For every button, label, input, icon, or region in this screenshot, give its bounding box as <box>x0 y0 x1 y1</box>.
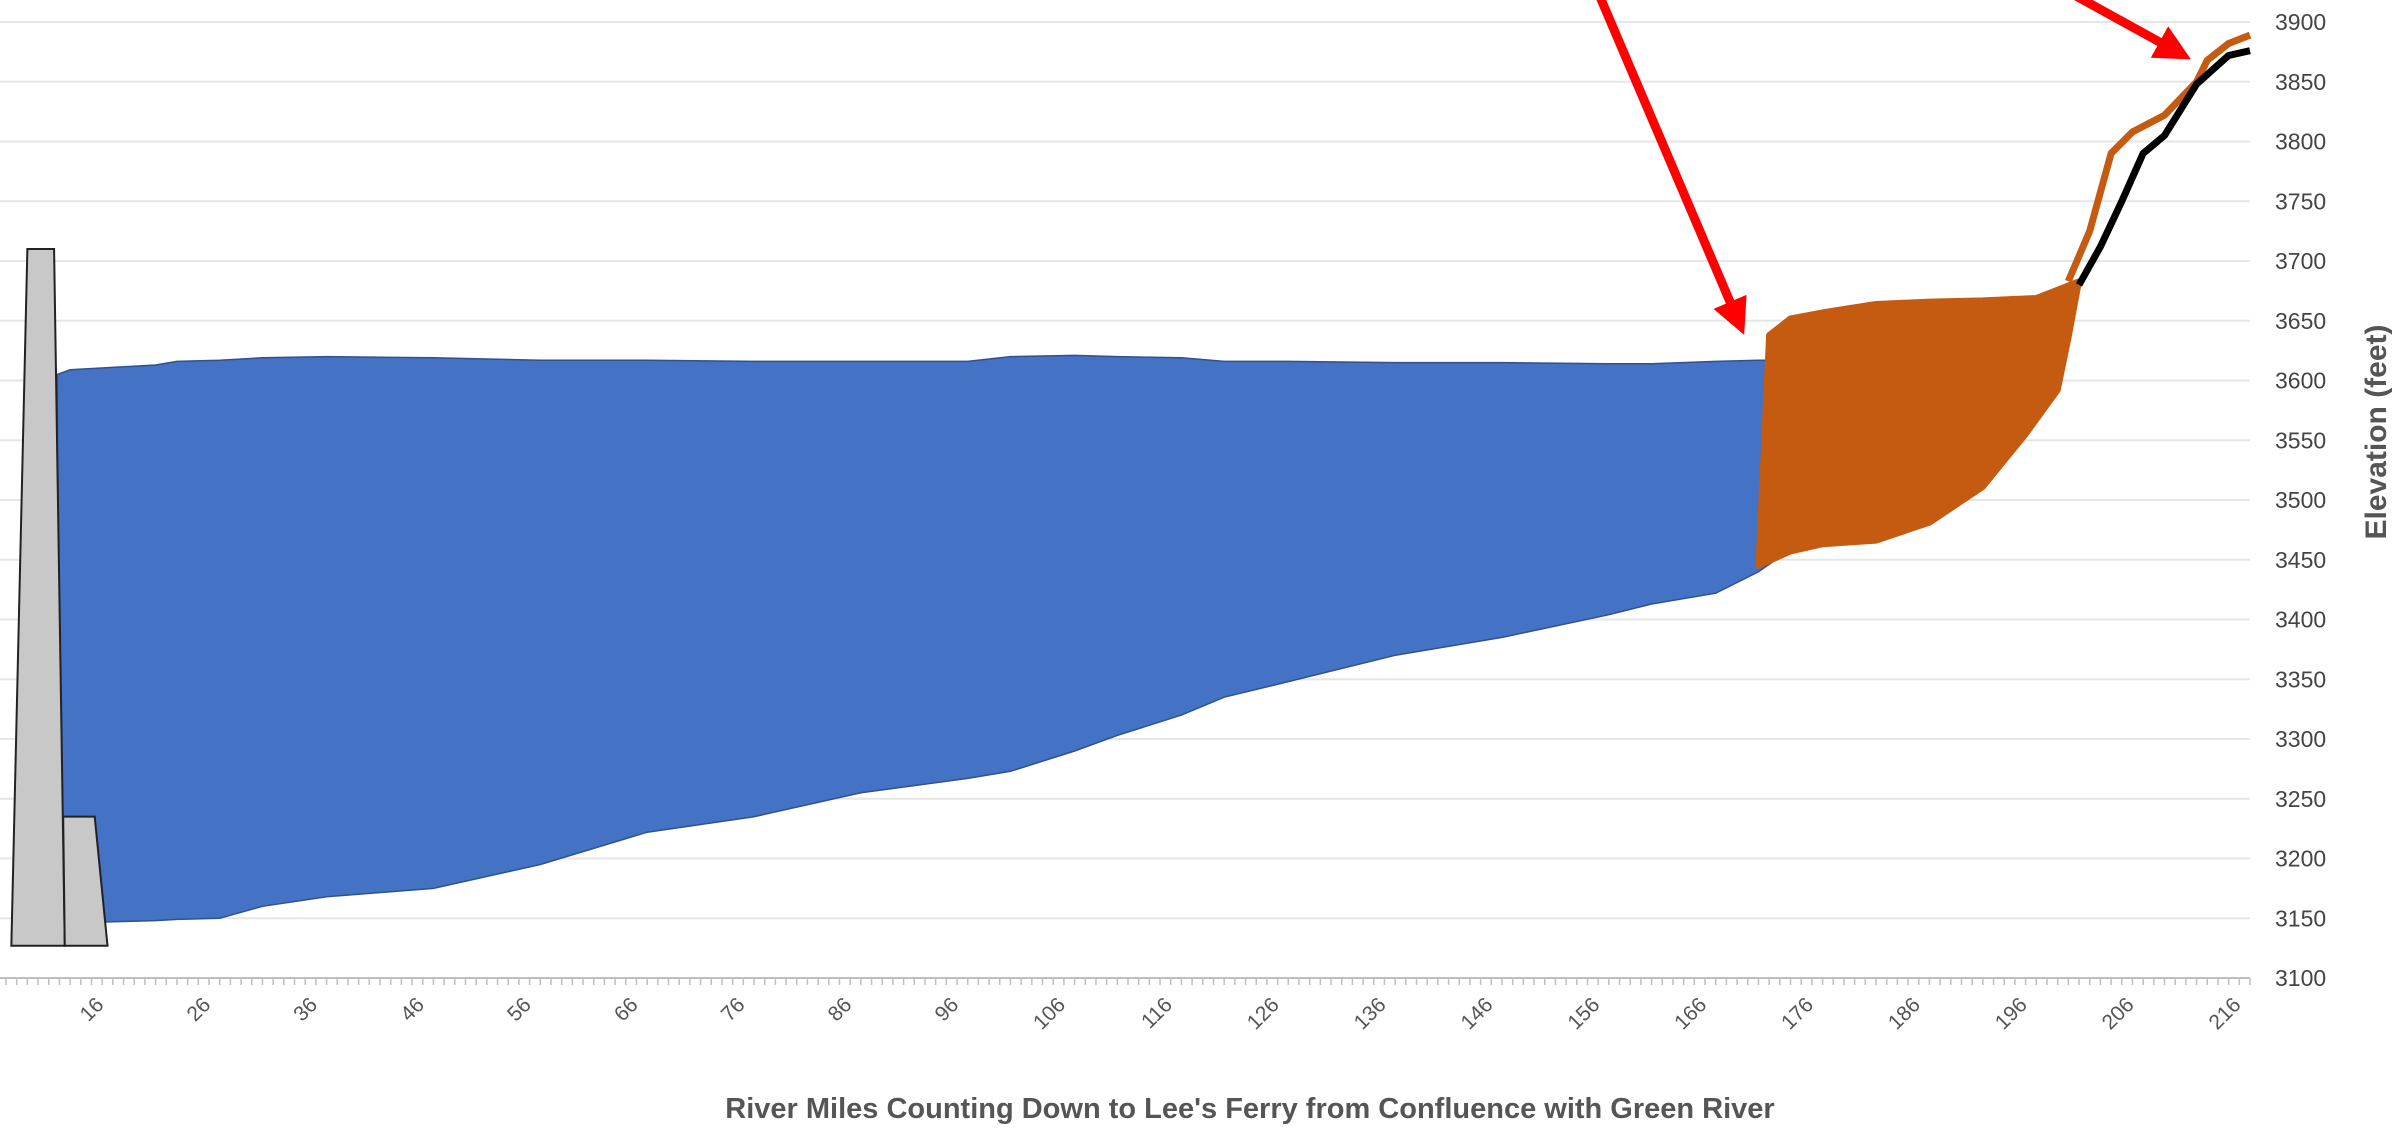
x-tick-label: 96 <box>930 993 963 1026</box>
y-tick-label: 3200 <box>2275 846 2326 872</box>
x-tick-label: 56 <box>503 993 536 1026</box>
y-tick-label: 3500 <box>2275 487 2326 513</box>
x-tick-label: 166 <box>1670 993 1711 1034</box>
x-tick-label: 196 <box>1991 993 2032 1034</box>
y-tick-label: 3850 <box>2275 69 2326 95</box>
y-tick-label: 3300 <box>2275 726 2326 752</box>
x-tick-label: 66 <box>610 993 643 1026</box>
x-tick-label: 186 <box>1884 993 1925 1034</box>
y-tick-label: 3450 <box>2275 547 2326 573</box>
y-tick-label: 3250 <box>2275 786 2326 812</box>
dam-step <box>62 815 109 947</box>
plot-area <box>56 278 2082 926</box>
y-axis-title: Elevation (feet) <box>2360 324 2393 539</box>
x-axis <box>0 977 2251 985</box>
river-lines <box>2065 31 2252 287</box>
annotation-arrow <box>1596 0 1747 335</box>
x-axis-title: River Miles Counting Down to Lee's Ferry… <box>725 1093 1774 1125</box>
river-water-surface-line <box>2065 31 2252 283</box>
dam-wall <box>10 248 66 947</box>
x-tick-label: 126 <box>1243 993 1284 1034</box>
x-tick-labels: 16 26 36 46 56 66 76 86 96 106 116 126 136 146 156 166 1… <box>76 993 2246 1034</box>
y-tick-label: 3350 <box>2275 666 2326 692</box>
riverbed-line <box>2075 47 2251 287</box>
annotations <box>1596 0 2191 335</box>
y-tick-label: 3750 <box>2275 188 2326 214</box>
y-tick-label: 3550 <box>2275 427 2326 453</box>
y-tick-label: 3900 <box>2275 9 2326 35</box>
x-tick-label: 106 <box>1029 993 1070 1034</box>
y-tick-label: 3700 <box>2275 248 2326 274</box>
x-tick-label: 206 <box>2098 993 2139 1034</box>
x-tick-label: 46 <box>396 993 429 1026</box>
x-tick-label: 146 <box>1456 993 1497 1034</box>
y-tick-label: 3800 <box>2275 129 2326 155</box>
x-tick-label: 86 <box>824 993 857 1026</box>
x-tick-label: 76 <box>717 993 750 1026</box>
x-tick-label: 156 <box>1563 993 1604 1034</box>
y-tick-label: 3100 <box>2275 965 2326 991</box>
y-tick-label: 3650 <box>2275 308 2326 334</box>
y-tick-label: 3150 <box>2275 905 2326 931</box>
x-tick-label: 136 <box>1350 993 1391 1034</box>
x-tick-label: 216 <box>2204 993 2245 1034</box>
annotation-arrow <box>2074 0 2191 60</box>
x-tick-label: 16 <box>76 993 109 1026</box>
dam <box>10 248 109 947</box>
x-tick-label: 36 <box>289 993 322 1026</box>
y-tick-label: 3400 <box>2275 607 2326 633</box>
sediment-delta-area <box>1755 278 2082 569</box>
x-tick-label: 116 <box>1137 993 1177 1033</box>
x-tick-label: 26 <box>182 993 215 1026</box>
y-tick-label: 3600 <box>2275 368 2326 394</box>
x-tick-label: 176 <box>1777 993 1818 1034</box>
reservoir-water-area <box>56 354 1777 926</box>
y-tick-labels: 3100 3150 3200 3250 3300 3350 3400 3450 3500 3550… <box>2275 9 2326 991</box>
